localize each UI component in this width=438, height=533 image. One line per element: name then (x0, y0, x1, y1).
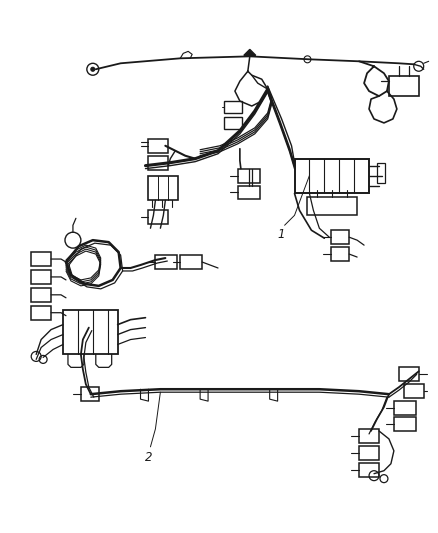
Bar (63, 310, 117, 354)
Polygon shape (243, 50, 255, 55)
Bar (223, 101, 241, 113)
Bar (358, 463, 378, 477)
Bar (358, 446, 378, 460)
Bar (398, 367, 418, 381)
Bar (393, 417, 415, 431)
Text: 2: 2 (145, 451, 152, 464)
Bar (81, 387, 99, 401)
Bar (307, 197, 356, 215)
Bar (331, 247, 348, 261)
Bar (223, 117, 241, 129)
Circle shape (91, 67, 95, 71)
Bar (148, 156, 168, 169)
Bar (237, 185, 259, 199)
Bar (31, 306, 51, 320)
Bar (31, 252, 51, 266)
Bar (358, 429, 378, 443)
Bar (155, 255, 177, 269)
Bar (403, 384, 423, 398)
Bar (388, 76, 418, 96)
Bar (31, 288, 51, 302)
Bar (180, 255, 201, 269)
Bar (237, 168, 259, 182)
Bar (148, 139, 168, 153)
Bar (31, 270, 51, 284)
Bar (376, 163, 384, 182)
Bar (393, 401, 415, 415)
Bar (294, 159, 368, 193)
Bar (148, 211, 168, 224)
Bar (331, 230, 348, 244)
Bar (148, 175, 178, 200)
Text: 1: 1 (277, 228, 285, 241)
